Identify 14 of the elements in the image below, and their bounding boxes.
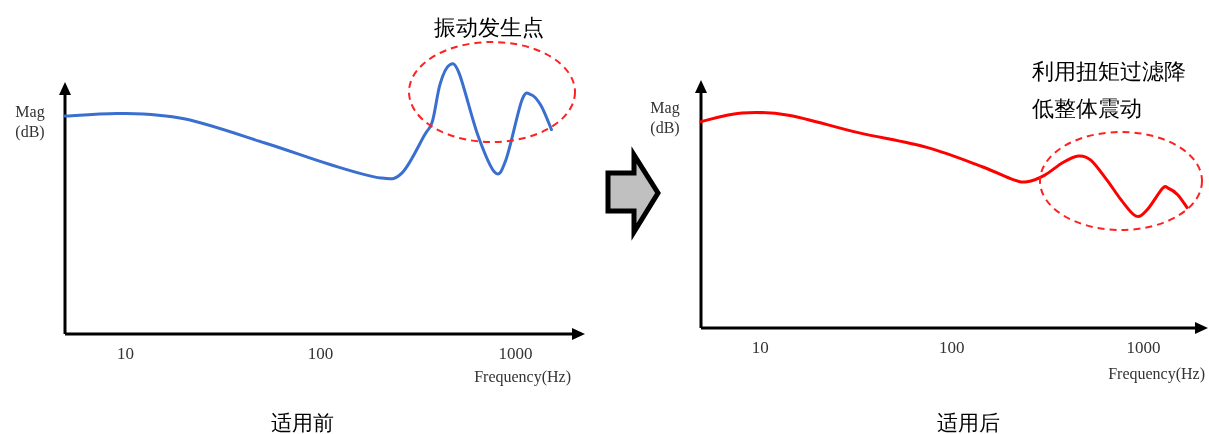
- annotation: 利用扭矩过滤降低整体震动: [1032, 59, 1186, 121]
- x-tick-label: 100: [307, 344, 334, 363]
- text: 适用前: [270, 411, 334, 434]
- x-tick-label: 100: [939, 338, 965, 357]
- x-tick-label: 10: [751, 338, 769, 357]
- x-tick-label: 1000: [1126, 338, 1161, 357]
- x-axis-title: Frequency(Hz): [474, 368, 571, 386]
- y-axis-title: Mag (dB): [15, 103, 45, 141]
- y-axis-title: Mag (dB): [650, 99, 680, 137]
- x-axis-title: Frequency(Hz): [1108, 365, 1205, 383]
- x-tick-label: 10: [116, 344, 134, 363]
- x-tick-label: 1000: [498, 344, 533, 363]
- text: 振动发生点: [434, 15, 544, 40]
- text: 适用后: [936, 411, 1000, 434]
